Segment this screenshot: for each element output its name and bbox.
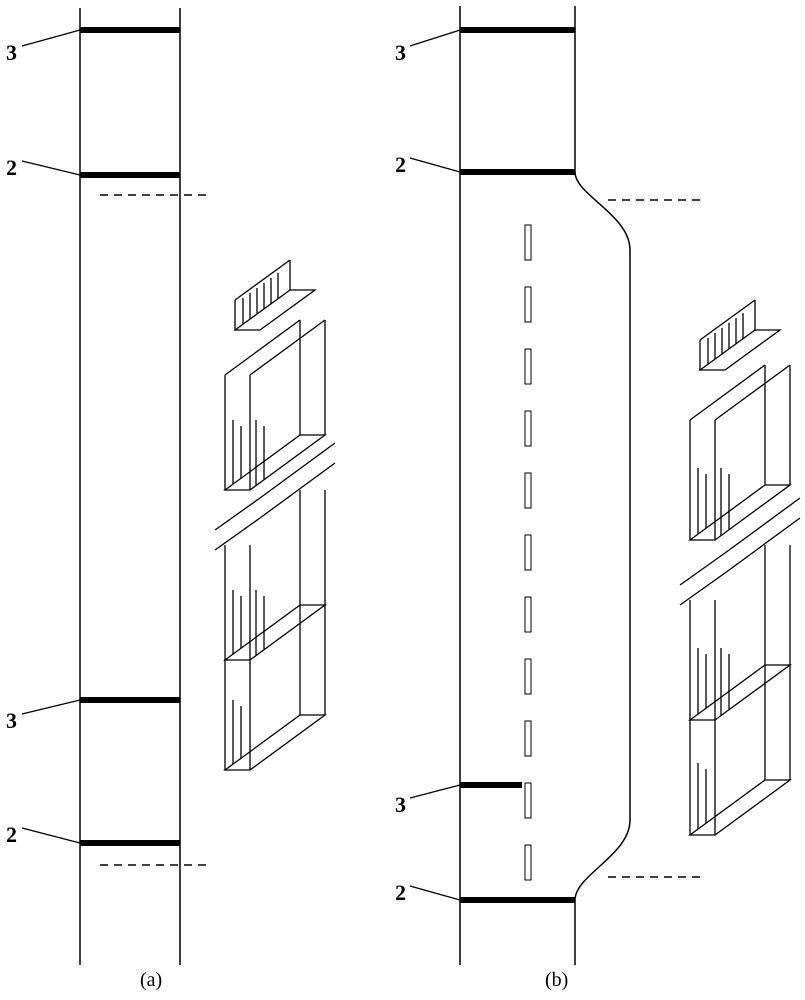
caption-b: (b) xyxy=(545,969,568,992)
caption-a: (a) xyxy=(140,969,162,992)
building-b xyxy=(0,0,805,1000)
